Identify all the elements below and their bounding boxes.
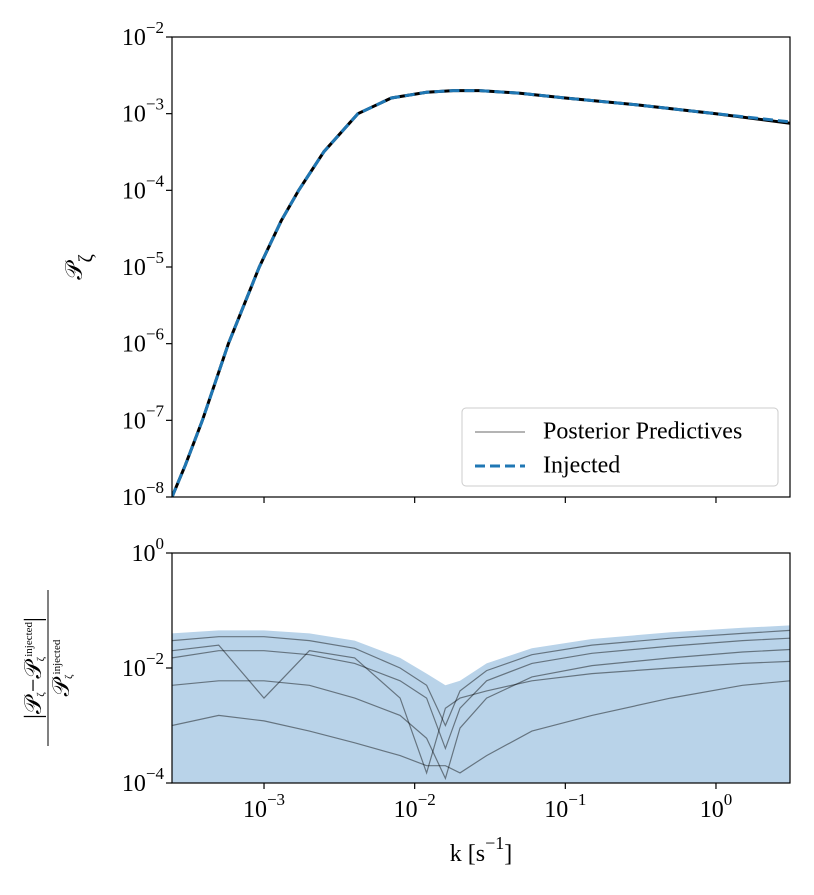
y-tick-label: 10−2 bbox=[122, 649, 164, 681]
y-axis-label: |𝒫ζ−𝒫ζinjected|𝒫ζinjected bbox=[21, 590, 75, 746]
x-tick-label: 10−2 bbox=[394, 790, 436, 822]
y-tick-label: 10−2 bbox=[122, 18, 164, 50]
legend-label: Injected bbox=[543, 453, 620, 479]
legend-box bbox=[461, 407, 779, 487]
y-label-numerator: |𝒫ζ−𝒫ζinjected| bbox=[21, 617, 47, 719]
posterior-line bbox=[172, 680, 790, 774]
y-label-denominator: 𝒫ζinjected bbox=[49, 639, 75, 696]
envelope-area bbox=[172, 625, 790, 783]
posterior-line bbox=[172, 629, 790, 727]
plot-area bbox=[172, 625, 790, 783]
x-tick-label: 10−1 bbox=[544, 790, 586, 822]
y-tick-label: 10−8 bbox=[122, 478, 164, 510]
y-tick-label: 10−4 bbox=[122, 764, 165, 796]
posterior-line bbox=[172, 648, 790, 781]
injected-line bbox=[172, 89, 790, 497]
x-axis-label: k [s−1] bbox=[450, 833, 513, 866]
y-tick-label: 10−7 bbox=[122, 402, 165, 434]
y-tick-label: 10−5 bbox=[122, 248, 164, 280]
x-tick-label: 100 bbox=[700, 790, 733, 822]
posterior-line bbox=[172, 644, 790, 775]
legend-label: Posterior Predictives bbox=[543, 419, 742, 445]
x-tick-label: 10−3 bbox=[243, 790, 285, 822]
y-tick-label: 10−6 bbox=[122, 325, 164, 357]
posterior-line bbox=[172, 637, 790, 751]
y-axis-label: 𝒫ζ bbox=[62, 254, 97, 280]
y-tick-label: 10−3 bbox=[122, 95, 164, 127]
y-tick-label: 10−4 bbox=[122, 172, 165, 204]
y-tick-label: 100 bbox=[132, 534, 165, 566]
plot-area bbox=[172, 89, 790, 497]
